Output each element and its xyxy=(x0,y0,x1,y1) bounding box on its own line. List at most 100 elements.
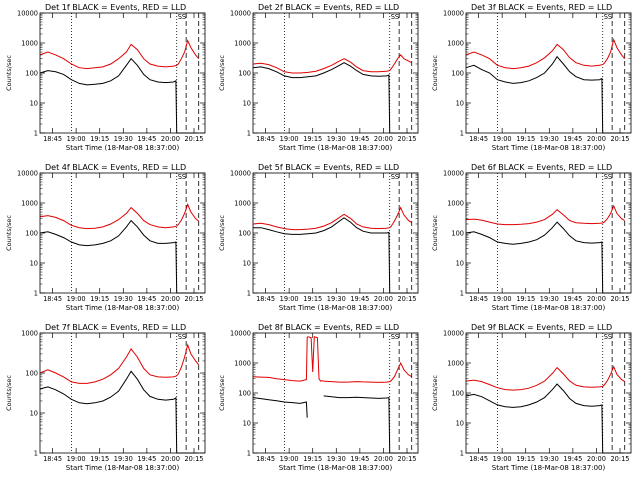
x-tick-label: 20:15 xyxy=(397,455,416,463)
chart-panel-5: Det 5f BLACK = Events, RED = LLD 1 10 100 10… xyxy=(213,160,426,320)
y-tick-label: 1 xyxy=(247,289,251,297)
y-tick-label: 10 xyxy=(243,419,251,427)
x-tick-label: 20:00 xyxy=(374,455,393,463)
saa-flag-label: SS xyxy=(178,13,186,21)
chart-title: Det 4f BLACK = Events, RED = LLD xyxy=(45,163,186,172)
events-series-line xyxy=(465,383,625,454)
x-tick-label: 19:45 xyxy=(563,135,582,143)
x-tick-label: 19:15 xyxy=(90,455,109,463)
plot-frame xyxy=(465,332,632,454)
x-tick-label: 20:15 xyxy=(184,135,203,143)
y-tick-label: 100 xyxy=(238,229,251,237)
y-tick-label: 10000 xyxy=(443,169,464,177)
x-tick-label: 18:45 xyxy=(469,295,488,303)
lld-series-line xyxy=(252,54,412,74)
x-tick-label: 19:45 xyxy=(350,135,369,143)
y-tick-label: 10000 xyxy=(230,329,251,337)
events-series-line xyxy=(39,57,199,134)
x-tick-label: 20:00 xyxy=(161,295,180,303)
y-tick-label: 10 xyxy=(456,99,464,107)
x-tick-label: 20:00 xyxy=(161,455,180,463)
x-axis-label: Start Time (18-Mar-08 18:37:00) xyxy=(279,304,393,312)
lld-series-line xyxy=(252,206,412,231)
x-axis-label: Start Time (18-Mar-08 18:37:00) xyxy=(66,144,180,152)
y-tick-label: 100 xyxy=(451,229,464,237)
plot-frame xyxy=(252,332,419,454)
y-tick-label: 100 xyxy=(451,389,464,397)
y-axis-label: Counts/sec xyxy=(431,215,439,251)
saa-flag-label: SS xyxy=(391,13,399,21)
x-tick-label: 19:45 xyxy=(137,455,156,463)
y-tick-label: 1 xyxy=(460,449,464,457)
y-tick-label: 100 xyxy=(25,69,38,77)
chart-panel-8: Det 8f BLACK = Events, RED = LLD 1 10 100 10… xyxy=(213,320,426,480)
x-tick-label: 18:45 xyxy=(256,135,275,143)
x-tick-label: 19:30 xyxy=(327,455,346,463)
saa-flag-label: SS xyxy=(391,173,399,181)
x-tick-label: 20:00 xyxy=(374,295,393,303)
events-series-line xyxy=(465,221,625,294)
y-tick-label: 10 xyxy=(456,259,464,267)
x-tick-label: 19:45 xyxy=(137,135,156,143)
y-tick-label: 10 xyxy=(243,99,251,107)
x-tick-label: 18:45 xyxy=(256,295,275,303)
x-tick-label: 19:15 xyxy=(516,295,535,303)
events-series-line xyxy=(39,370,199,454)
plot-frame xyxy=(252,172,419,294)
y-tick-label: 100 xyxy=(25,369,38,377)
x-tick-label: 18:45 xyxy=(43,455,62,463)
x-tick-label: 19:15 xyxy=(303,295,322,303)
y-tick-label: 1000 xyxy=(234,39,251,47)
x-tick-label: 19:00 xyxy=(493,135,512,143)
y-tick-label: 100 xyxy=(238,69,251,77)
x-tick-label: 18:45 xyxy=(43,295,62,303)
lld-series-line xyxy=(465,37,626,70)
chart-svg-4: Det 4f BLACK = Events, RED = LLD 1 10 100 10… xyxy=(5,163,206,312)
x-tick-label: 19:00 xyxy=(67,135,86,143)
x-tick-label: 19:00 xyxy=(280,295,299,303)
y-tick-label: 10000 xyxy=(230,169,251,177)
x-tick-label: 19:15 xyxy=(90,295,109,303)
x-tick-label: 19:15 xyxy=(90,135,109,143)
chart-title: Det 9f BLACK = Events, RED = LLD xyxy=(471,323,612,332)
chart-svg-9: Det 9f BLACK = Events, RED = LLD 1 10 100 10… xyxy=(431,323,632,472)
y-tick-label: 10000 xyxy=(17,169,38,177)
y-tick-label: 1000 xyxy=(21,329,38,337)
y-tick-label: 10 xyxy=(243,259,251,267)
chart-panel-6: Det 6f BLACK = Events, RED = LLD 1 10 100 10… xyxy=(426,160,639,320)
x-tick-label: 20:15 xyxy=(397,295,416,303)
chart-panel-1: Det 1f BLACK = Events, RED = LLD 1 10 100 10… xyxy=(0,0,213,160)
x-axis-label: Start Time (18-Mar-08 18:37:00) xyxy=(279,144,393,152)
lld-series-line xyxy=(252,335,412,383)
y-axis-label: Counts/sec xyxy=(218,55,226,91)
plot-frame xyxy=(39,172,206,294)
chart-svg-2: Det 2f BLACK = Events, RED = LLD 1 10 100 10… xyxy=(218,3,419,152)
chart-panel-3: Det 3f BLACK = Events, RED = LLD 1 10 100 10… xyxy=(426,0,639,160)
lld-series-line xyxy=(39,203,200,230)
x-tick-label: 19:30 xyxy=(114,455,133,463)
saa-flag-label: SS xyxy=(178,333,186,341)
saa-flag-label: SS xyxy=(391,333,399,341)
y-tick-label: 1 xyxy=(247,449,251,457)
x-axis-label: Start Time (18-Mar-08 18:37:00) xyxy=(66,464,180,472)
x-axis-label: Start Time (18-Mar-08 18:37:00) xyxy=(492,144,606,152)
x-tick-label: 20:00 xyxy=(587,455,606,463)
x-tick-label: 20:15 xyxy=(610,135,629,143)
x-tick-label: 19:00 xyxy=(493,455,512,463)
chart-title: Det 7f BLACK = Events, RED = LLD xyxy=(45,323,186,332)
x-tick-label: 19:00 xyxy=(493,295,512,303)
chart-svg-6: Det 6f BLACK = Events, RED = LLD 1 10 100 10… xyxy=(431,163,632,312)
y-tick-label: 100 xyxy=(238,389,251,397)
y-tick-label: 10000 xyxy=(443,329,464,337)
x-tick-label: 19:30 xyxy=(327,135,346,143)
chart-title: Det 1f BLACK = Events, RED = LLD xyxy=(45,3,186,12)
x-tick-label: 19:30 xyxy=(540,135,559,143)
y-tick-label: 10000 xyxy=(17,9,38,17)
y-tick-label: 10 xyxy=(30,259,38,267)
x-axis-label: Start Time (18-Mar-08 18:37:00) xyxy=(492,464,606,472)
x-tick-label: 18:45 xyxy=(256,455,275,463)
saa-flag-label: SS xyxy=(604,333,612,341)
x-tick-label: 20:00 xyxy=(587,135,606,143)
x-tick-label: 19:30 xyxy=(114,295,133,303)
x-tick-label: 19:30 xyxy=(540,455,559,463)
